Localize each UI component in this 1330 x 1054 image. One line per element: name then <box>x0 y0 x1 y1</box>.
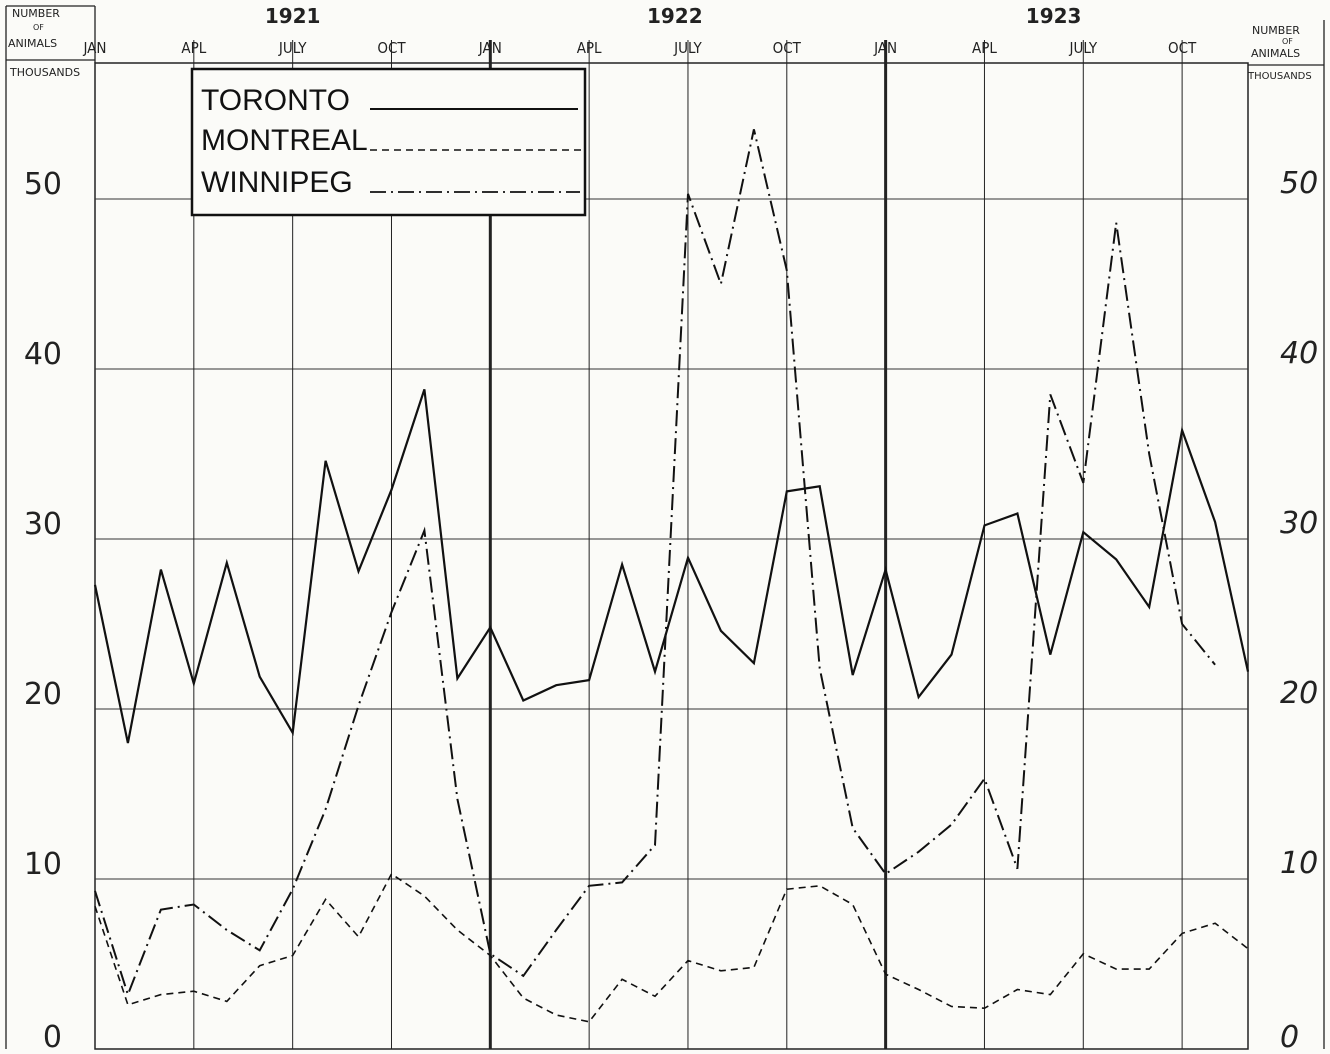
left-axis-label-line2: OF <box>33 23 44 32</box>
ytick-right-0: 0 <box>1280 1020 1299 1054</box>
ytick-left-30: 30 <box>24 507 62 542</box>
xtick-oct-9: OCT <box>377 39 406 57</box>
year-label-1922: 1922 <box>647 4 703 28</box>
series-line-montreal <box>94 872 1249 1023</box>
xtick-jan-24: JAN <box>873 39 897 57</box>
left-axis-label-line1: NUMBER <box>12 7 60 20</box>
right-axis-label-line2: OF <box>1282 37 1293 46</box>
axis-layer: NUMBER OF ANIMALS THOUSANDS NUMBER OF AN… <box>8 4 1318 1054</box>
xtick-oct-33: OCT <box>1168 39 1197 57</box>
series-layer <box>93 129 1250 1023</box>
ytick-right-50: 50 <box>1280 166 1318 201</box>
xtick-apl-15: APL <box>577 39 602 57</box>
year-label-1921: 1921 <box>265 4 321 28</box>
right-axis-unit: THOUSANDS <box>1247 71 1312 82</box>
ytick-right-20: 20 <box>1280 676 1318 711</box>
ytick-left-50: 50 <box>24 167 62 202</box>
xtick-jan-12: JAN <box>478 39 502 57</box>
right-axis-label-line1: NUMBER <box>1252 24 1300 37</box>
ytick-left-10: 10 <box>24 847 62 882</box>
plot-frame <box>94 62 1249 1050</box>
right-axis-label-line3: ANIMALS <box>1251 47 1300 60</box>
xtick-oct-21: OCT <box>773 39 802 57</box>
legend-label-montreal: MONTREAL <box>201 124 368 157</box>
series-line-toronto <box>93 389 1250 744</box>
xtick-july-18: JULY <box>673 39 702 57</box>
legend: TORONTO MONTREAL WINNIPEG <box>190 67 587 217</box>
xtick-apl-27: APL <box>972 39 997 57</box>
ytick-left-20: 20 <box>24 677 62 712</box>
legend-box <box>190 67 587 217</box>
ytick-right-40: 40 <box>1280 336 1318 371</box>
xtick-jan-0: JAN <box>82 39 106 57</box>
year-label-1923: 1923 <box>1026 4 1082 28</box>
ytick-left-40: 40 <box>24 337 62 372</box>
series-line-winnipeg <box>94 129 1216 998</box>
left-axis-label-line3: ANIMALS <box>8 37 57 50</box>
left-axis-unit: THOUSANDS <box>9 66 80 79</box>
ytick-right-10: 10 <box>1280 846 1318 881</box>
ytick-right-30: 30 <box>1280 506 1318 541</box>
xtick-apl-3: APL <box>181 39 206 57</box>
ytick-left-0: 0 <box>43 1020 62 1054</box>
xtick-july-6: JULY <box>278 39 307 57</box>
legend-label-winnipeg: WINNIPEG <box>201 166 353 199</box>
legend-label-toronto: TORONTO <box>201 84 350 117</box>
xtick-july-30: JULY <box>1068 39 1097 57</box>
